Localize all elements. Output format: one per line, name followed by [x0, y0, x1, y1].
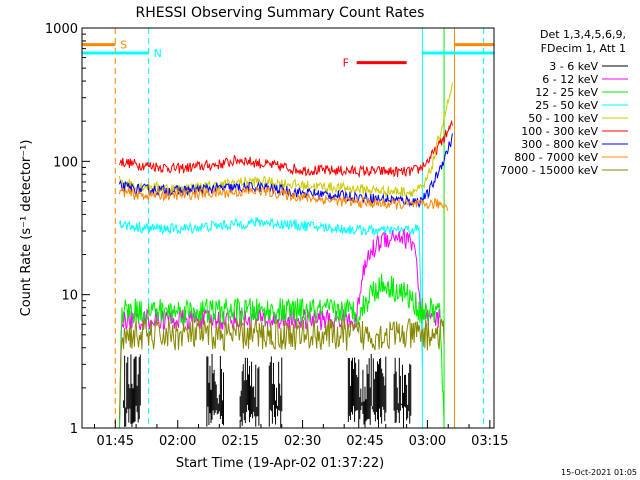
low-energy-burst-0 [123, 354, 141, 428]
footer-timestamp: 15-Oct-2021 01:05 [561, 468, 637, 477]
low-energy-burst-4 [347, 354, 387, 428]
legend-label-4: 50 - 100 keV [528, 112, 598, 125]
x-tick-label-5: 03:00 [409, 434, 446, 449]
y-tick-label-0: 1 [70, 422, 78, 437]
series-line-5 [119, 228, 441, 429]
legend: Det 1,3,4,5,6,9,FDecim 1, Att 1 3 - 6 keV… [500, 28, 628, 177]
legend-header-0: Det 1,3,4,5,6,9, [540, 28, 626, 41]
x-tick-label-0: 01:45 [97, 434, 134, 449]
series-line-4 [119, 217, 423, 367]
legend-label-0: 3 - 6 keV [549, 60, 598, 73]
x-tick-label-3: 02:30 [284, 434, 321, 449]
series-line-6 [119, 273, 445, 429]
x-tick-label-2: 02:15 [221, 434, 258, 449]
y-tick-label-2: 100 [53, 155, 78, 170]
x-axis: 01:45 02:00 02:15 02:30 02:45 03:00 03:15 [93, 420, 509, 449]
legend-label-7: 800 - 7000 keV [514, 151, 598, 164]
legend-label-8: 7000 - 15000 keV [500, 164, 598, 177]
chart-title: RHESSI Observing Summary Count Rates [136, 5, 425, 21]
series-line-7 [119, 317, 445, 419]
shading-label-1: N [154, 47, 162, 60]
low-energy-burst-1 [206, 353, 224, 427]
legend-label-3: 25 - 50 keV [535, 99, 598, 112]
legend-label-2: 12 - 25 keV [535, 86, 598, 99]
low-energy-burst-3 [268, 356, 283, 428]
y-axis-label: Count Rate (s⁻¹ detector⁻¹) [19, 140, 34, 317]
series-line-0 [119, 119, 453, 179]
y-tick-label-1: 10 [61, 289, 78, 304]
plot-area: S N F [82, 28, 494, 429]
y-tick-label-3: 1000 [45, 22, 78, 37]
shading-label-0: S [120, 39, 127, 52]
x-tick-label-6: 03:15 [471, 434, 508, 449]
legend-label-6: 300 - 800 keV [521, 138, 598, 151]
y-axis: 1 10 100 1000 [45, 22, 90, 437]
legend-header-1: FDecim 1, Att 1 [541, 42, 626, 55]
low-energy-burst-5 [393, 357, 412, 428]
x-tick-label-4: 02:45 [346, 434, 383, 449]
series-line-3 [119, 186, 449, 211]
x-axis-label: Start Time (19-Apr-02 01:37:22) [176, 456, 384, 471]
flare-label: F [343, 57, 349, 70]
plot-frame [81, 27, 495, 429]
x-tick-label-1: 02:00 [159, 434, 196, 449]
low-energy-burst-2 [239, 357, 260, 427]
legend-label-5: 100 - 300 keV [521, 125, 598, 138]
legend-label-1: 6 - 12 keV [542, 73, 598, 86]
